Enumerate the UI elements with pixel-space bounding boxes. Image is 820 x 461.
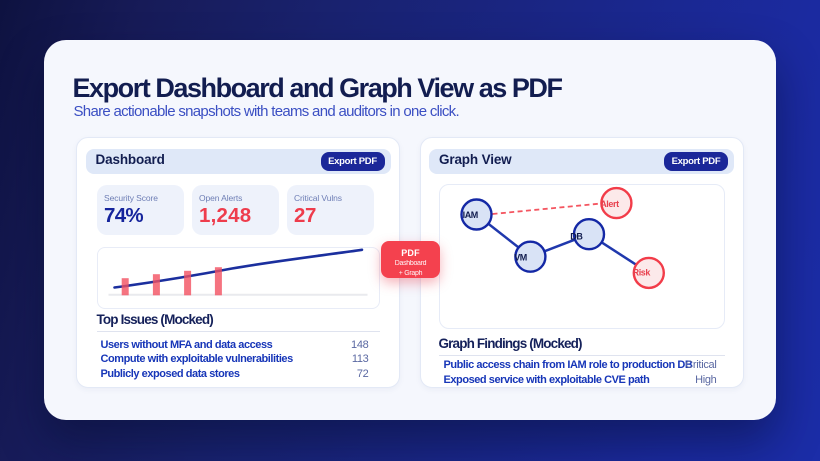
svg-text:IAM: IAM: [462, 210, 477, 220]
svg-text:VM: VM: [514, 253, 527, 263]
svg-text:Risk: Risk: [632, 268, 651, 278]
svg-text:Alert: Alert: [600, 199, 619, 209]
svg-text:DB: DB: [570, 231, 583, 241]
